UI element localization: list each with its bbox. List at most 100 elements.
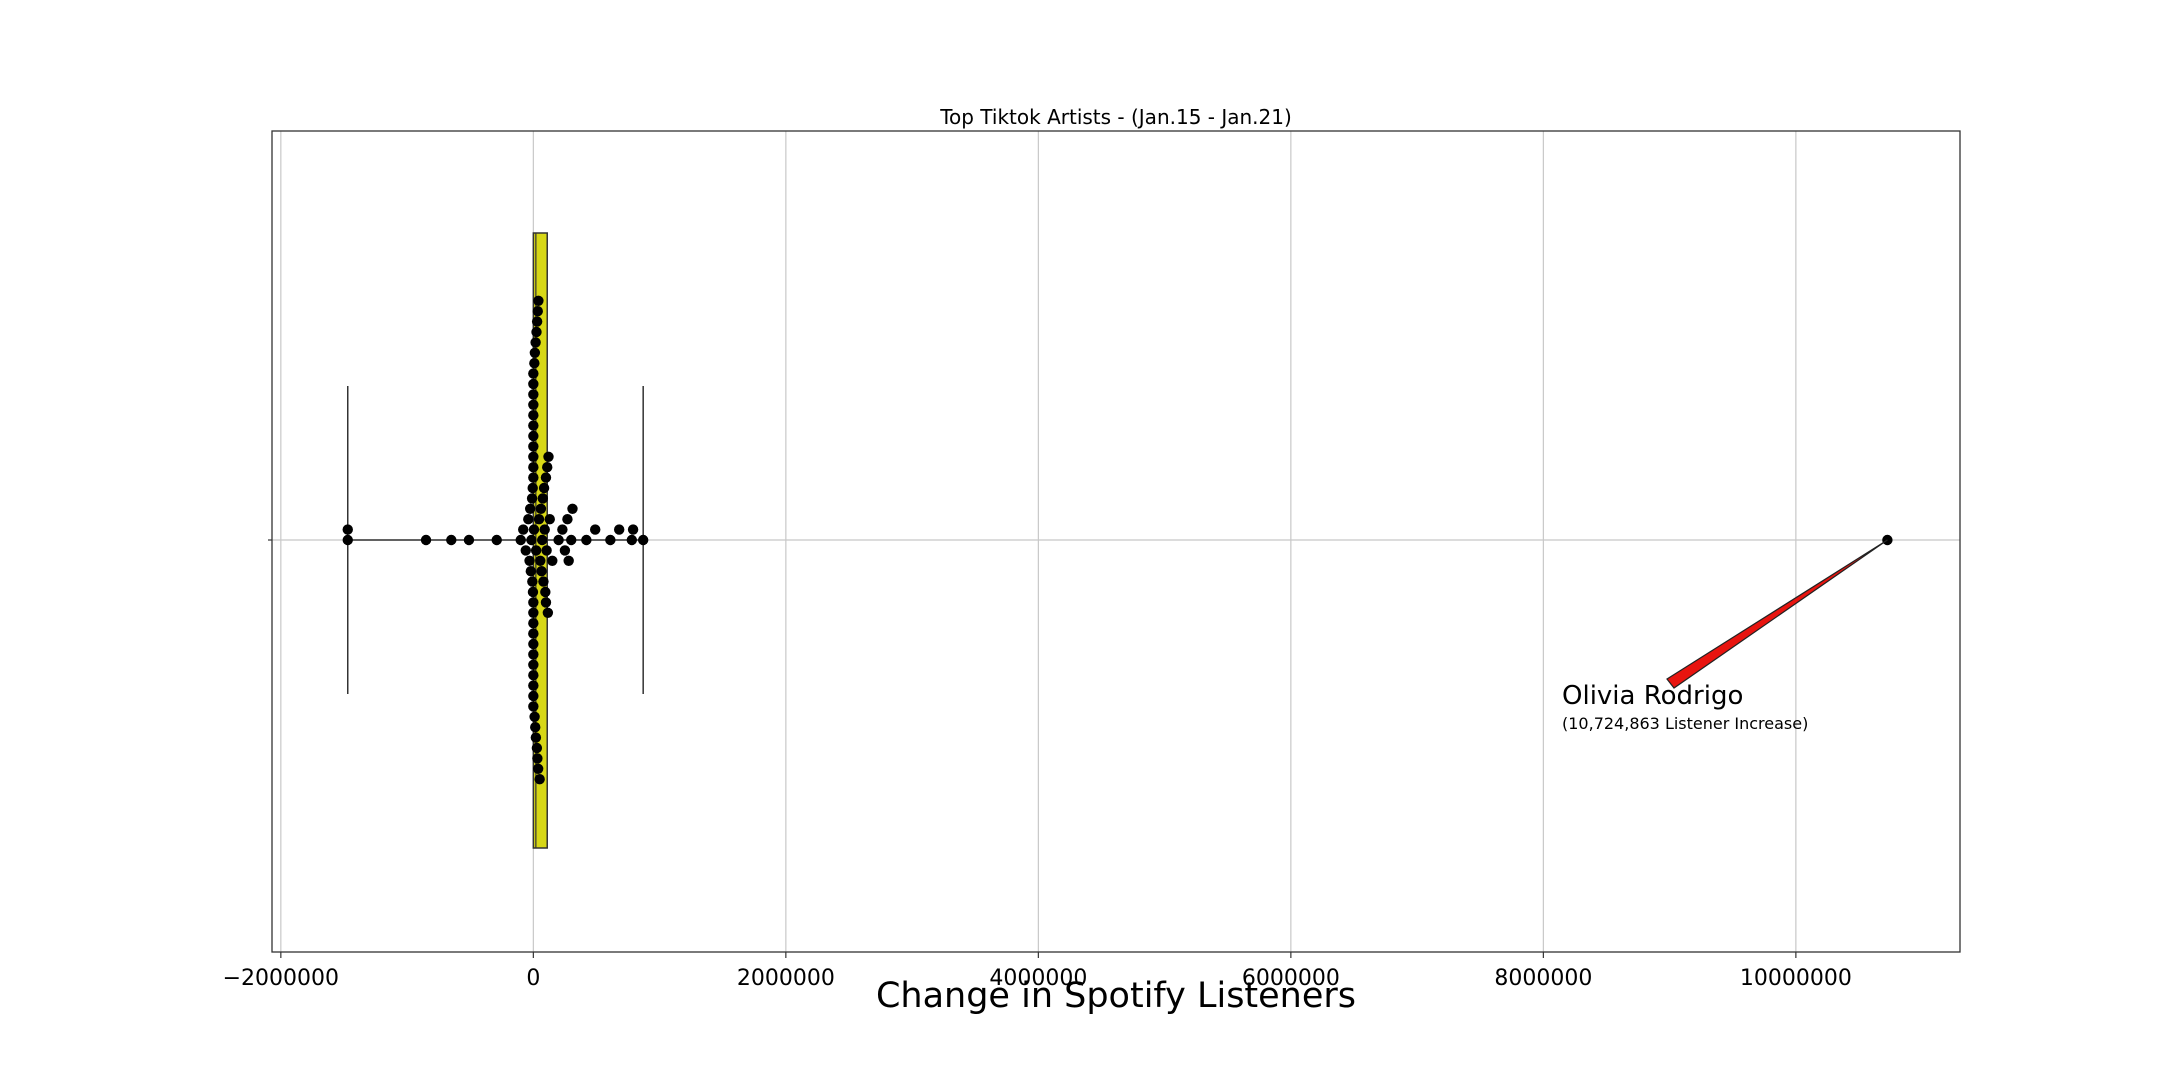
x-tick-label: 6000000: [1242, 966, 1340, 991]
swarm-point: [528, 462, 539, 473]
swarm-point: [563, 555, 574, 566]
swarm-point: [523, 514, 534, 525]
swarm-point: [637, 534, 649, 546]
swarm-point: [581, 534, 592, 546]
swarm-point: [527, 482, 538, 494]
x-axis-ticks: −2000000 0 2000000 4000000 6000000 8000000 100…: [223, 539, 1852, 991]
swarm-point: [532, 306, 543, 317]
swarm-point: [515, 534, 526, 546]
swarm-point: [528, 420, 539, 431]
swarm-point: [530, 732, 542, 743]
swarm-point: [532, 753, 543, 764]
swarm-point: [566, 534, 577, 546]
swarm-point: [528, 430, 539, 442]
swarm-point: [533, 514, 545, 525]
swarm-point: [531, 326, 542, 338]
swarm-point: [626, 534, 638, 546]
plot-frame: [271, 130, 1961, 953]
x-tick-label: 8000000: [1494, 966, 1592, 991]
swarm-point: [529, 358, 540, 369]
x-axis-label: Change in Spotify Listeners: [876, 976, 1356, 1016]
swarm-point: [526, 534, 537, 546]
swarm-point: [528, 441, 539, 452]
swarm-point: [524, 555, 535, 566]
swarm-point: [342, 524, 353, 535]
swarm-point: [534, 774, 545, 785]
swarm-point: [525, 566, 537, 577]
swarm-point: [528, 659, 539, 670]
swarm-point: [528, 389, 539, 400]
swarm-point: [544, 514, 555, 525]
swarm-point: [524, 503, 536, 514]
annotation-arrow: [1666, 539, 1888, 689]
swarm-point: [528, 472, 539, 483]
swarm-point: [540, 472, 552, 483]
swarm-point: [542, 607, 554, 618]
x-tick-label: 2000000: [737, 966, 835, 991]
swarm-point: [420, 534, 432, 546]
swarm-point: [528, 618, 539, 629]
swarm-point: [531, 742, 543, 754]
swarm-point: [540, 597, 552, 608]
swarm-point: [542, 462, 553, 473]
swarm-point: [527, 586, 539, 598]
swarm-point: [528, 701, 539, 712]
swarm-point: [538, 576, 549, 587]
swarm-point: [590, 524, 601, 535]
swarm-point: [530, 722, 541, 733]
swarm-point: [528, 690, 539, 702]
swarm-point: [530, 337, 541, 348]
swarm-point: [446, 534, 457, 546]
swarm-point: [613, 524, 625, 535]
swarm-point: [528, 649, 539, 660]
swarm-point: [528, 670, 539, 681]
x-tick-label: −2000000: [223, 966, 339, 991]
swarm-point: [557, 524, 568, 535]
swarm-point: [528, 638, 539, 650]
swarm-point: [529, 711, 540, 722]
swarm-point: [547, 555, 558, 566]
swarm-point: [537, 493, 549, 504]
swarm-point: [536, 566, 547, 577]
swarm-point: [539, 524, 550, 535]
swarm-point: [528, 680, 539, 691]
annotation: Olivia Rodrigo (10,724,863 Listener Incr…: [1562, 539, 1888, 733]
swarm-point: [541, 545, 552, 556]
swarm-point: [538, 482, 550, 494]
swarm-point: [530, 545, 542, 556]
swarm-point: [543, 451, 554, 462]
swarm-point: [559, 545, 571, 556]
x-tick-label: 4000000: [989, 966, 1087, 991]
swarm-point: [529, 347, 541, 358]
swarm-point: [491, 534, 502, 546]
swarm-point: [528, 451, 539, 462]
swarm-point: [526, 493, 538, 504]
swarm-point: [567, 503, 578, 514]
swarm-point: [531, 316, 543, 327]
swarm-point: [532, 763, 544, 774]
swarm-point: [463, 534, 475, 546]
swarm-point: [535, 503, 547, 514]
swarm-point: [528, 378, 539, 390]
swarm-point: [528, 628, 539, 639]
x-tick-label: 0: [526, 966, 540, 991]
swarm-point: [540, 586, 551, 598]
swarm-point: [528, 410, 539, 421]
swarm-point: [528, 524, 540, 535]
swarm-point: [528, 597, 539, 608]
swarm-point: [527, 576, 538, 587]
swarm-point: [535, 555, 546, 566]
swarm-point: [342, 534, 353, 546]
swarm-point: [536, 534, 548, 546]
swarm-point: [528, 399, 539, 410]
swarm-points: [342, 295, 1893, 785]
swarm-point: [562, 514, 573, 525]
swarm-point: [553, 534, 564, 546]
swarm-point: [528, 368, 539, 379]
swarm-point: [520, 545, 531, 556]
swarm-point: [533, 295, 544, 306]
annotation-detail: (10,724,863 Listener Increase): [1562, 714, 1808, 733]
annotation-name: Olivia Rodrigo: [1562, 681, 1743, 711]
chart-title: Top Tiktok Artists - (Jan.15 - Jan.21): [939, 105, 1292, 129]
